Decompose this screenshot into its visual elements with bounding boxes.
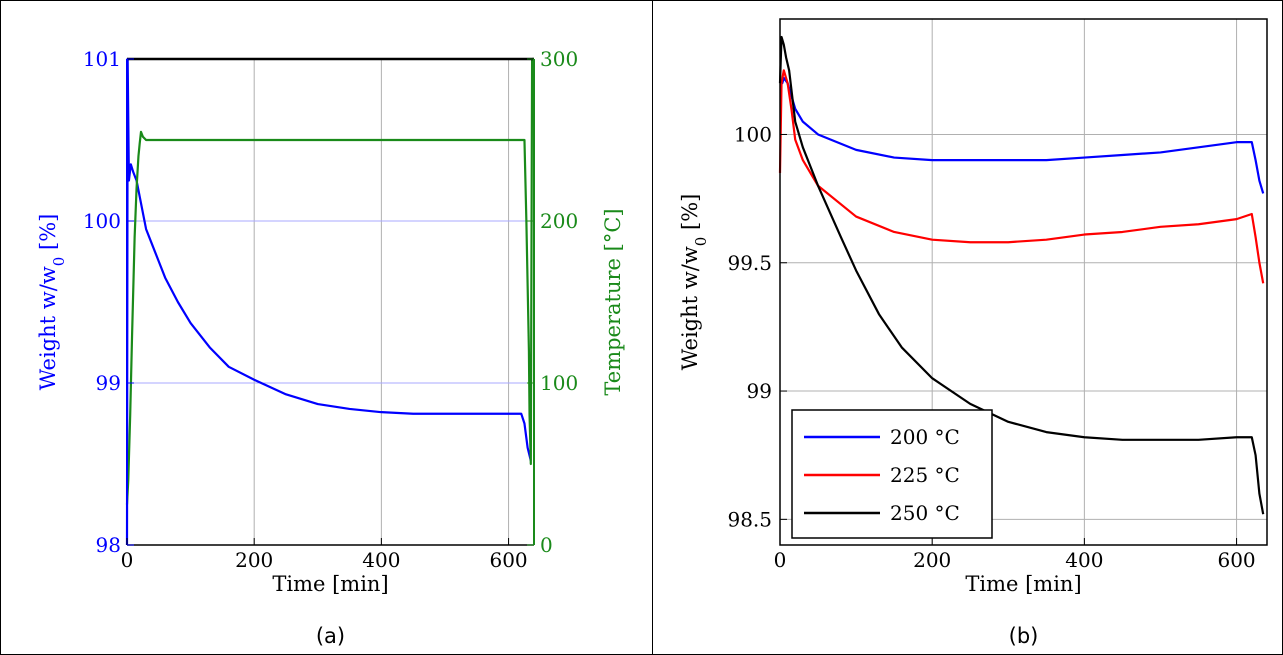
xtick-label-200: 200 bbox=[913, 548, 951, 572]
ytick-right-label-100: 100 bbox=[540, 371, 578, 395]
ytick-right-label-0: 0 bbox=[540, 533, 553, 557]
panel-b: 0 200 400 600 98.5 99 99.5 100 Time [min] Weight … bbox=[678, 18, 1268, 648]
panel-label-b: (b) bbox=[1009, 624, 1039, 648]
series-line-weight bbox=[125, 57, 532, 546]
legend-label-0: 200 °C bbox=[890, 425, 960, 449]
y-axis-label-text: Weight w/w bbox=[678, 246, 702, 370]
legend-label-2: 250 °C bbox=[890, 501, 960, 525]
ytick-right-label-200: 200 bbox=[540, 209, 578, 233]
xtick-label-200: 200 bbox=[235, 548, 273, 572]
series-line-0 bbox=[780, 76, 1265, 194]
series-line-1 bbox=[778, 69, 1265, 284]
xtick-label-0: 0 bbox=[774, 548, 787, 572]
ytick-label-98.5: 98.5 bbox=[727, 507, 772, 531]
y-axis-label-left-text: Weight w/w bbox=[36, 266, 60, 390]
ytick-left-label-98: 98 bbox=[96, 533, 121, 557]
y-axis-label-subscript: 0 bbox=[692, 237, 710, 247]
ytick-label-100: 100 bbox=[734, 122, 772, 146]
y-axis-label-unit: [%] bbox=[678, 194, 702, 237]
series-line-2 bbox=[778, 35, 1265, 515]
y-axis-label-right: Temperature [°C] bbox=[601, 208, 625, 395]
ytick-left-label-101: 101 bbox=[83, 47, 121, 71]
series-line-temperature bbox=[125, 57, 534, 505]
y-axis-label-left-subscript: 0 bbox=[50, 257, 68, 267]
legend-label-1: 225 °C bbox=[890, 463, 960, 487]
xtick-label-400: 400 bbox=[1065, 548, 1103, 572]
xtick-label-400: 400 bbox=[362, 548, 400, 572]
y-axis-label: Weight w/w0 [%] bbox=[678, 194, 710, 371]
x-axis-label: Time [min] bbox=[965, 572, 1081, 596]
x-axis-label: Time [min] bbox=[272, 572, 388, 596]
ytick-left-label-99: 99 bbox=[96, 371, 121, 395]
xtick-label-600: 600 bbox=[1217, 548, 1255, 572]
ytick-left-label-100: 100 bbox=[83, 209, 121, 233]
ytick-right-label-300: 300 bbox=[540, 47, 578, 71]
y-axis-label-right-text: Temperature [°C] bbox=[601, 208, 625, 395]
panel-divider bbox=[652, 0, 653, 655]
xtick-label-600: 600 bbox=[489, 548, 527, 572]
panel-a: 0 200 400 600 98 99 100 101 0 100 200 300 Time [min]… bbox=[36, 47, 625, 648]
xtick-label-0: 0 bbox=[121, 548, 134, 572]
ytick-label-99: 99 bbox=[747, 379, 772, 403]
ytick-label-99.5: 99.5 bbox=[727, 251, 772, 275]
y-axis-label-left-unit: [%] bbox=[36, 214, 60, 257]
panel-label-a: (a) bbox=[316, 624, 345, 648]
y-axis-label-left: Weight w/w0 [%] bbox=[36, 214, 68, 391]
plot-frame bbox=[779, 18, 1268, 546]
